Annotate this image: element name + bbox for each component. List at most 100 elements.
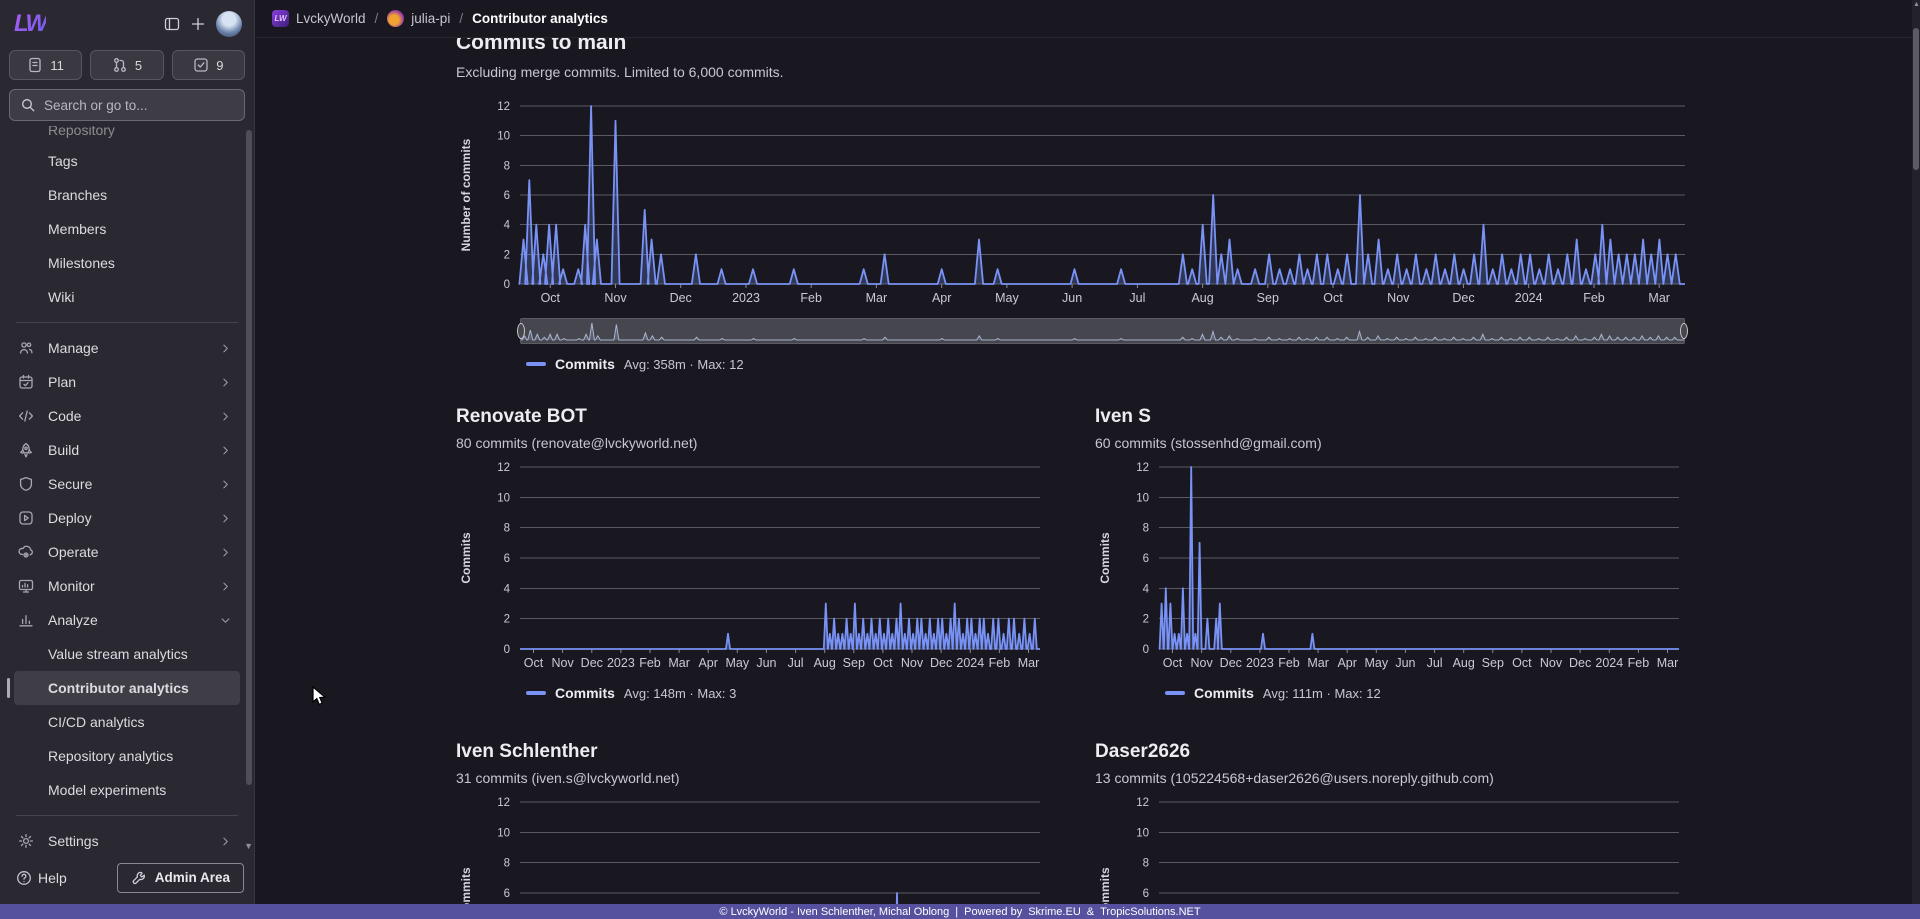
- merge-requests-count-badge[interactable]: 5: [90, 50, 164, 80]
- issues-count-badge[interactable]: 11: [9, 50, 83, 80]
- chevron-right-icon: [223, 837, 228, 845]
- breadcrumb-project-label[interactable]: julia-pi: [411, 11, 451, 26]
- search-input[interactable]: Search or go to...: [9, 89, 245, 121]
- contributor-name: Renovate BOT: [456, 406, 587, 427]
- svg-text:May: May: [995, 291, 1019, 305]
- contributor-chart-legend[interactable]: Commits Avg: 111m · Max: 12: [1165, 685, 1685, 701]
- sidebar-item-repository-clipped[interactable]: Repository: [14, 126, 240, 144]
- sidebar-item-contributor-analytics[interactable]: Contributor analytics: [7, 671, 240, 705]
- sidebar-item-value-stream-analytics[interactable]: Value stream analytics: [14, 637, 240, 671]
- sidebar-item-build[interactable]: Build: [14, 433, 240, 467]
- sidebar-toggle-icon[interactable]: [164, 16, 180, 32]
- sidebar: LW 11 5 9 Search or go to... Repository T…: [0, 0, 255, 904]
- svg-text:6: 6: [504, 553, 510, 565]
- calendar-icon: [19, 374, 33, 389]
- todos-count-badge[interactable]: 9: [171, 50, 245, 80]
- code-icon: [18, 408, 34, 424]
- merge-request-icon: [112, 57, 128, 73]
- breadcrumb-separator: /: [459, 11, 464, 26]
- sidebar-item-label: Settings: [48, 833, 99, 849]
- sidebar-item-manage[interactable]: Manage: [14, 331, 240, 365]
- svg-text:Jun: Jun: [1395, 656, 1415, 670]
- svg-text:Nov: Nov: [551, 656, 574, 670]
- sidebar-item-label: Plan: [48, 374, 77, 390]
- sidebar-item-secure[interactable]: Secure: [14, 467, 240, 501]
- brush-handle-right[interactable]: [1680, 323, 1688, 339]
- group-avatar: LW: [272, 10, 289, 27]
- sidebar-item-wiki[interactable]: Wiki: [14, 280, 240, 314]
- footer-link-tropicsolutions[interactable]: TropicSolutions.NET: [1100, 905, 1201, 918]
- main-area: LW LvckyWorld / julia-pi / Contributor a…: [256, 0, 1912, 904]
- sidebar-item-members[interactable]: Members: [14, 212, 240, 246]
- main-chart-legend[interactable]: Commits Avg: 358m · Max: 12: [526, 356, 1882, 372]
- svg-text:Mar: Mar: [1648, 291, 1670, 305]
- breadcrumb-project[interactable]: julia-pi: [387, 10, 450, 27]
- search-placeholder: Search or go to...: [44, 97, 148, 113]
- svg-text:Nov: Nov: [901, 656, 924, 670]
- chevron-right-icon: [219, 342, 232, 355]
- scrollbar-thumb[interactable]: [1913, 28, 1919, 170]
- sidebar-item-label: Members: [48, 221, 107, 237]
- svg-text:2023: 2023: [732, 291, 760, 305]
- user-avatar[interactable]: [216, 11, 242, 37]
- page-title: Commits to main: [456, 38, 627, 54]
- commits-to-main-chart[interactable]: 0 2 4 6 8 10 12 Number of commits Oct Nov Dec 2023 F…: [456, 100, 1882, 310]
- sidebar-item-branches[interactable]: Branches: [14, 178, 240, 212]
- legend-series-name: Commits: [555, 356, 615, 372]
- sidebar-item-model-experiments[interactable]: Model experiments: [14, 773, 240, 807]
- create-new-icon[interactable]: [190, 16, 206, 32]
- sidebar-item-analyze[interactable]: Analyze: [14, 603, 240, 637]
- app-logo[interactable]: LW: [14, 10, 48, 37]
- scrollbar-up-arrow[interactable]: ▲: [1913, 1, 1920, 8]
- sidebar-item-milestones[interactable]: Milestones: [14, 246, 240, 280]
- svg-text:12: 12: [1136, 462, 1149, 474]
- operate-icon: [18, 545, 33, 558]
- help-label: Help: [38, 869, 67, 886]
- sidebar-item-label: Manage: [48, 340, 99, 356]
- help-button[interactable]: Help: [16, 870, 67, 886]
- sidebar-item-plan[interactable]: Plan: [14, 365, 240, 399]
- svg-text:12: 12: [497, 101, 510, 113]
- contributor-chart[interactable]: 024681012CommitsOctNovDec2023FebMarAprMa…: [456, 796, 1046, 904]
- breadcrumb-group-label[interactable]: LvckyWorld: [296, 11, 366, 26]
- sidebar-item-repository-analytics[interactable]: Repository analytics: [14, 739, 240, 773]
- svg-text:8: 8: [504, 160, 510, 172]
- svg-text:Feb: Feb: [1583, 291, 1605, 305]
- sidebar-item-label: Tags: [48, 153, 78, 169]
- search-icon: [20, 97, 36, 113]
- chevron-right-icon: [223, 378, 228, 386]
- admin-area-button[interactable]: Admin Area: [116, 862, 244, 893]
- brush-handle-left[interactable]: [517, 323, 525, 339]
- chart-zoom-brush[interactable]: [517, 318, 1688, 344]
- window-scrollbar[interactable]: ▲: [1912, 0, 1920, 904]
- legend-marker: [526, 362, 546, 366]
- chevron-right-icon: [219, 410, 232, 423]
- contributor-name: Iven Schlenther: [456, 741, 598, 762]
- sidebar-item-monitor[interactable]: Monitor: [14, 569, 240, 603]
- footer-link-skrime[interactable]: Skrime.EU: [1028, 905, 1081, 918]
- svg-text:2024: 2024: [956, 656, 984, 670]
- sidebar-item-label: Wiki: [48, 289, 75, 305]
- contributor-chart[interactable]: 024681012CommitsOctNovDec2023FebMarAprMa…: [1095, 796, 1685, 904]
- shield-icon: [18, 476, 34, 492]
- sidebar-item-tags[interactable]: Tags: [14, 144, 240, 178]
- sidebar-scrollbar-thumb[interactable]: [246, 130, 252, 785]
- sidebar-item-ci-cd-analytics[interactable]: CI/CD analytics: [14, 705, 240, 739]
- plus-icon: [191, 17, 205, 31]
- sidebar-item-operate[interactable]: Operate: [14, 535, 240, 569]
- rocket-icon: [20, 442, 32, 458]
- contributor-chart-legend[interactable]: Commits Avg: 148m · Max: 3: [526, 685, 1046, 701]
- sidebar-item-deploy[interactable]: Deploy: [14, 501, 240, 535]
- users-icon: [19, 342, 33, 354]
- svg-text:Dec: Dec: [1452, 291, 1474, 305]
- sidebar-item-settings[interactable]: Settings: [14, 824, 240, 851]
- sidebar-item-label: Secure: [48, 476, 93, 492]
- sidebar-item-code[interactable]: Code: [14, 399, 240, 433]
- breadcrumb-group[interactable]: LW LvckyWorld: [272, 10, 366, 27]
- svg-text:Number of commits: Number of commits: [459, 138, 473, 251]
- page-subtitle: Excluding merge commits. Limited to 6,00…: [456, 64, 784, 80]
- sidebar-item-label: Repository analytics: [48, 748, 174, 764]
- sidebar-scrollbar-down-arrow[interactable]: ▼: [244, 841, 253, 851]
